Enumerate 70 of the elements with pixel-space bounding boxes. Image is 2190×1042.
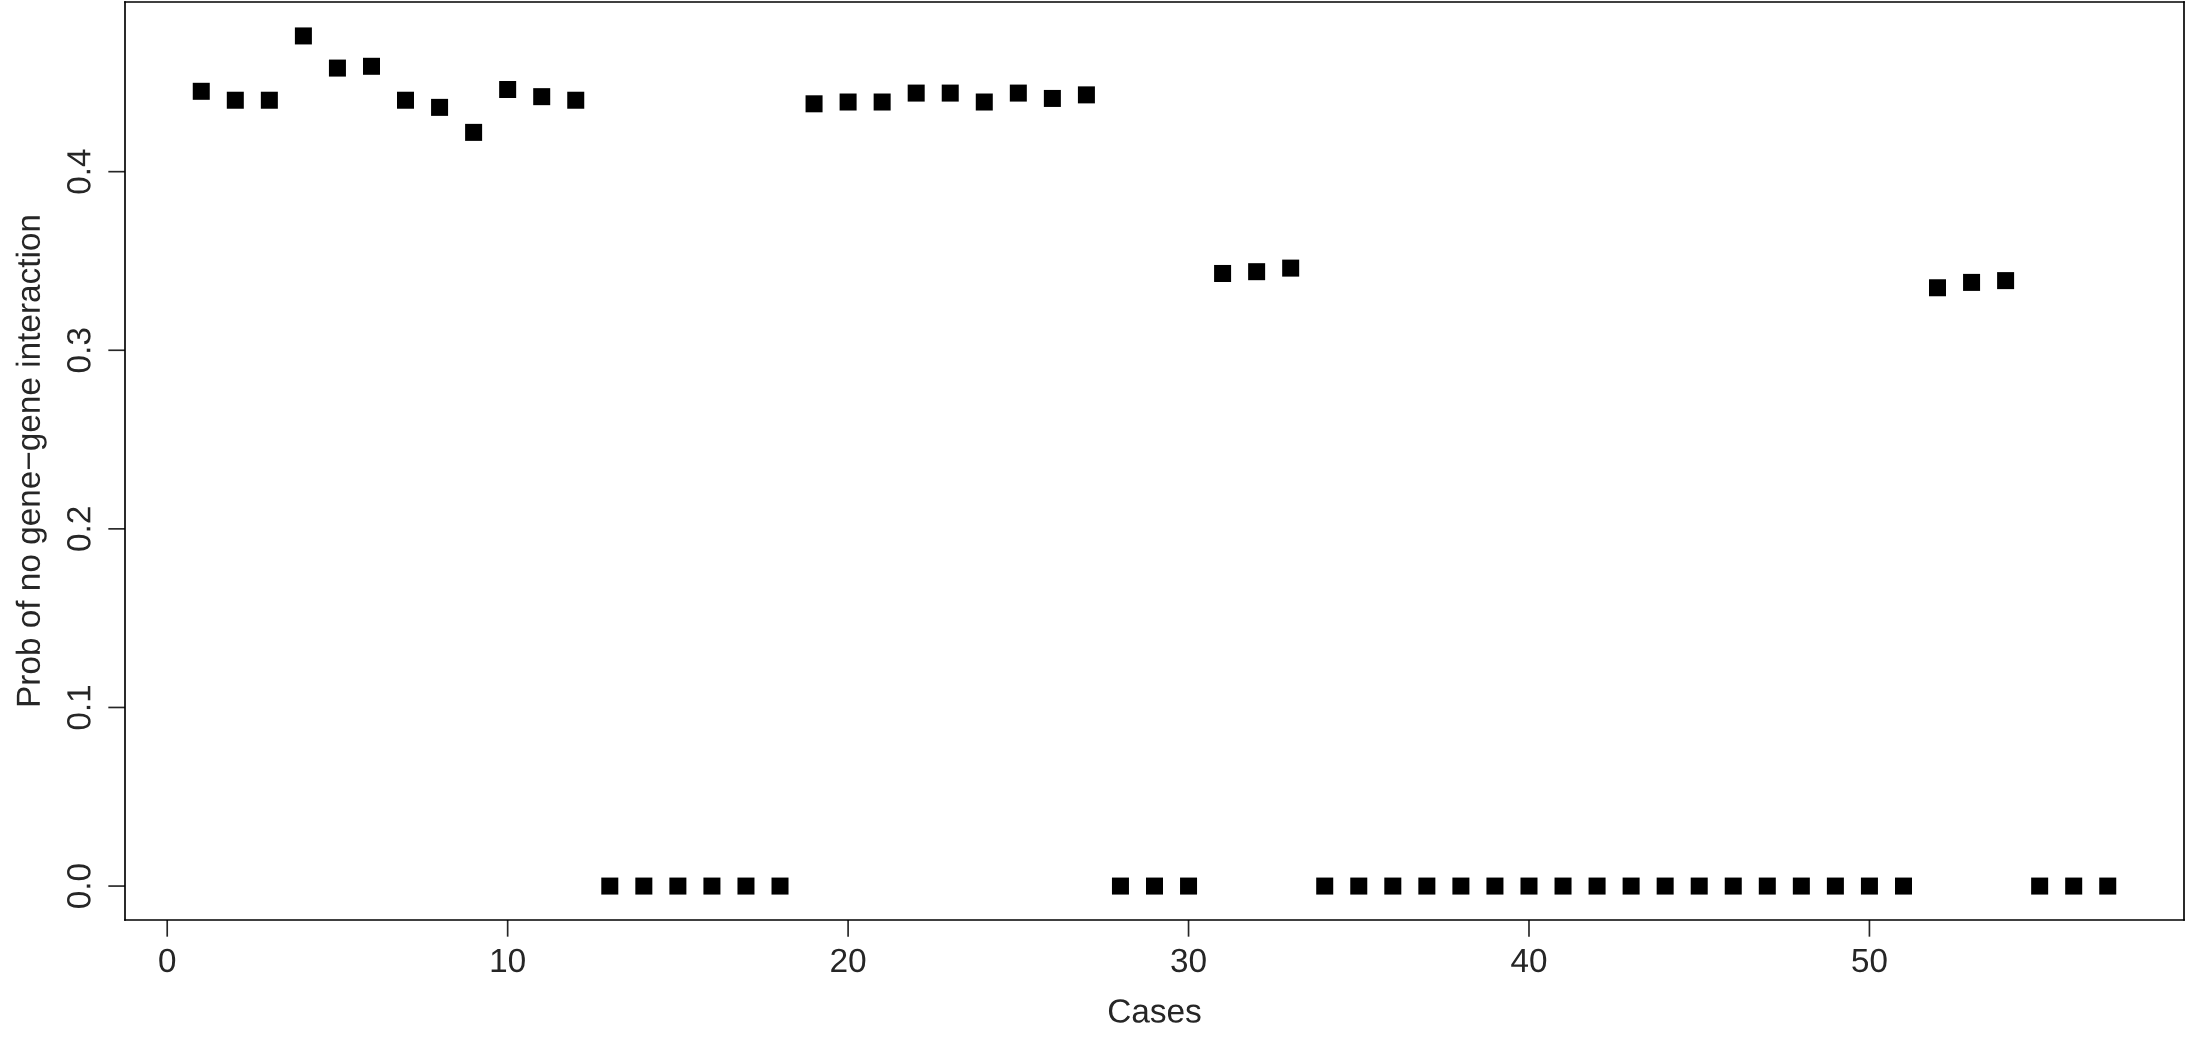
point	[1929, 279, 1947, 297]
point	[737, 877, 755, 895]
point	[397, 91, 415, 109]
point	[771, 877, 789, 895]
point	[1145, 877, 1164, 895]
x-tick-label: 50	[1852, 948, 1887, 973]
x-tick-label: 40	[1511, 948, 1547, 973]
point	[1690, 877, 1708, 895]
x-tick-label: 10	[491, 948, 525, 973]
point	[1792, 877, 1810, 895]
point	[1180, 877, 1198, 895]
point	[1111, 877, 1129, 895]
point	[907, 84, 925, 102]
point	[2099, 877, 2117, 895]
point	[873, 93, 891, 111]
point	[533, 88, 551, 106]
point	[2065, 877, 2083, 895]
point	[499, 81, 517, 99]
y-tick-label: 0.0	[67, 864, 91, 908]
point	[635, 877, 653, 895]
point	[1316, 877, 1334, 895]
point	[1248, 263, 1266, 281]
point	[1418, 877, 1436, 895]
point	[362, 57, 380, 75]
point	[1043, 89, 1061, 107]
point	[567, 91, 585, 109]
point	[1588, 877, 1606, 895]
point	[1384, 877, 1402, 895]
y-tick-label: 0.4	[67, 149, 91, 194]
point	[2031, 877, 2049, 895]
point	[941, 84, 959, 102]
point	[839, 93, 857, 111]
point	[601, 877, 619, 895]
point	[1622, 877, 1640, 895]
x-tick-label: 30	[1171, 948, 1206, 973]
point	[805, 95, 823, 113]
y-axis-title: Prob of no gene−gene interaction	[15, 216, 47, 706]
point	[1009, 84, 1027, 102]
point	[328, 59, 346, 77]
point	[1486, 877, 1504, 895]
x-axis-title: Cases	[1108, 999, 1201, 1023]
x-tick-label: 20	[831, 948, 866, 973]
point	[1860, 877, 1878, 895]
point	[226, 91, 244, 109]
point	[1826, 877, 1844, 895]
point	[192, 82, 210, 100]
x-tick-label: 0	[159, 948, 176, 973]
point	[431, 98, 449, 116]
y-tick-label: 0.3	[67, 328, 91, 373]
point	[975, 93, 993, 111]
point	[1350, 877, 1368, 895]
point	[1452, 877, 1470, 895]
point	[294, 27, 312, 45]
point	[465, 123, 483, 141]
point	[1894, 877, 1912, 895]
point	[1282, 259, 1300, 277]
point	[1758, 877, 1776, 895]
point	[1997, 272, 2015, 290]
point	[1554, 877, 1572, 895]
point	[1077, 86, 1095, 104]
point	[1656, 877, 1674, 895]
point	[260, 91, 278, 109]
point	[1214, 264, 1232, 282]
point	[669, 877, 687, 895]
y-tick-label: 0.1	[67, 685, 91, 730]
y-tick-label: 0.2	[67, 507, 91, 551]
point	[1520, 877, 1538, 895]
point	[1963, 273, 1981, 291]
point	[1724, 877, 1742, 895]
point	[703, 877, 721, 895]
